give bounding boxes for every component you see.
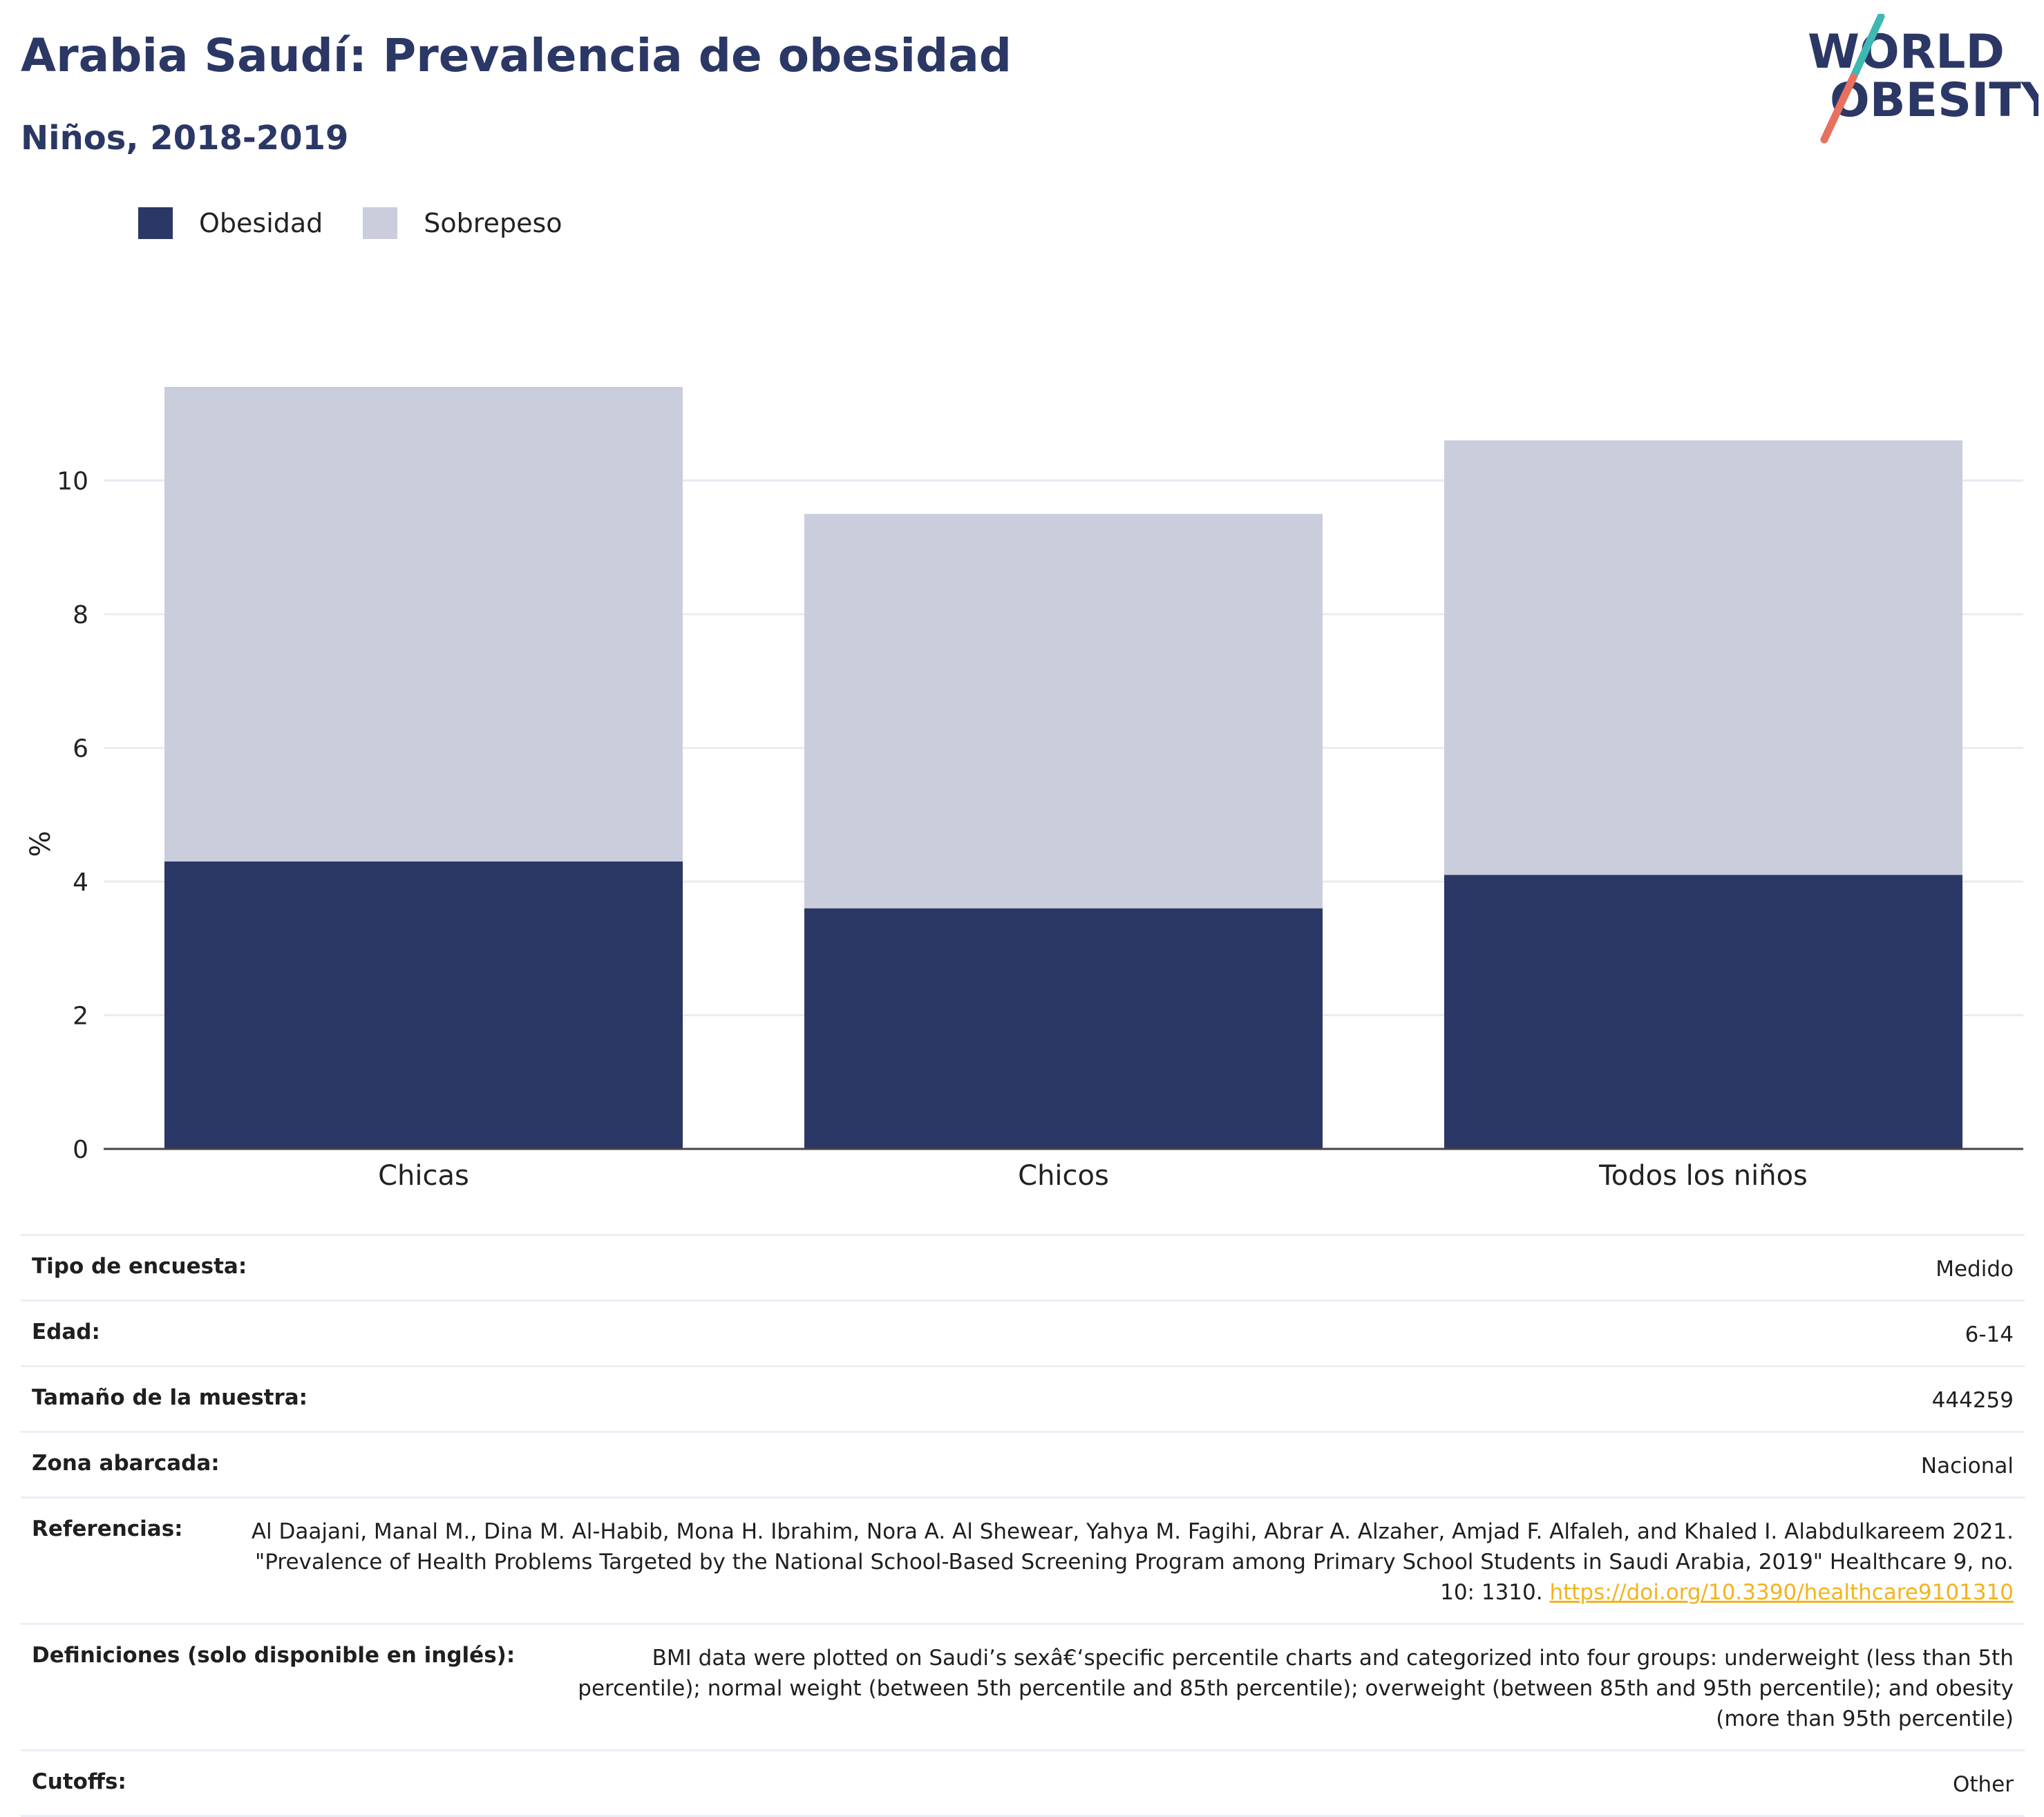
- meta-label: Edad:: [32, 1320, 100, 1344]
- legend-label-obesity: Obesidad: [199, 208, 323, 238]
- meta-value: Al Daajani, Manal M., Dina M. Al-Habib, …: [238, 1516, 2014, 1608]
- legend-swatch-overweight: [363, 207, 398, 239]
- meta-row: Zona abarcada: Nacional: [21, 1431, 2025, 1496]
- meta-label: Cutoffs:: [32, 1769, 126, 1794]
- meta-value: Nacional: [275, 1451, 2014, 1481]
- y-tick-label: 2: [73, 1002, 88, 1030]
- bar-obesity-1: [804, 908, 1323, 1149]
- meta-row: Definiciones (solo disponible en inglés)…: [21, 1623, 2025, 1749]
- meta-row: Edad: 6-14: [21, 1300, 2025, 1365]
- x-tick-label: Todos los niños: [1598, 1160, 1808, 1192]
- meta-label: Referencias:: [32, 1516, 183, 1541]
- meta-value-text: 6-14: [1965, 1322, 2014, 1347]
- y-axis-label: %: [25, 830, 57, 857]
- meta-value: Medido: [302, 1254, 2014, 1284]
- chart-title: Arabia Saudí: Prevalencia de obesidad: [21, 29, 1012, 82]
- meta-row: Referencias: Al Daajani, Manal M., Dina M…: [21, 1496, 2025, 1623]
- logo-text-obesity: OBESITY: [1830, 73, 2038, 128]
- meta-value-text: Medido: [1936, 1257, 2014, 1282]
- bar-overweight-2: [1444, 440, 1963, 875]
- meta-value-text: 444259: [1931, 1388, 2014, 1413]
- bar-obesity-0: [164, 861, 683, 1149]
- bar-overweight-0: [164, 387, 683, 862]
- x-tick-label: Chicas: [378, 1160, 469, 1192]
- y-tick-label: 10: [57, 467, 88, 495]
- logo-text-world: WORLD: [1808, 25, 2005, 79]
- chart-subtitle: Niños, 2018-2019: [21, 119, 349, 158]
- meta-row: Cutoffs: Other: [21, 1749, 2025, 1817]
- meta-label: Tipo de encuesta:: [32, 1254, 247, 1279]
- meta-row: Tamaño de la muestra: 444259: [21, 1365, 2025, 1431]
- meta-value-text: Other: [1952, 1772, 2014, 1797]
- legend-swatch-obesity: [138, 207, 173, 239]
- meta-value: 444259: [363, 1385, 2014, 1416]
- meta-label: Zona abarcada:: [32, 1451, 220, 1476]
- bar-obesity-2: [1444, 875, 1963, 1149]
- world-obesity-logo: WORLD OBESITY: [1808, 14, 2038, 144]
- meta-label: Definiciones (solo disponible en inglés)…: [32, 1643, 515, 1668]
- meta-value-text: BMI data were plotted on Saudi’s sexâ€‘s…: [578, 1646, 2014, 1731]
- survey-details-table: Tipo de encuesta: Medido Edad: 6-14 Tamaño d…: [21, 1234, 2025, 1817]
- legend-item-overweight[interactable]: Sobrepeso: [363, 207, 562, 239]
- meta-value: Other: [182, 1769, 2014, 1800]
- meta-value-text: Nacional: [1920, 1454, 2014, 1478]
- x-tick-label: Chicos: [1018, 1160, 1109, 1192]
- meta-value: 6-14: [155, 1320, 2014, 1350]
- meta-value: BMI data were plotted on Saudi’s sexâ€‘s…: [570, 1643, 2014, 1734]
- bar-overweight-1: [804, 513, 1323, 908]
- y-tick-label: 0: [73, 1136, 88, 1164]
- reference-doi-link[interactable]: https://doi.org/10.3390/healthcare910131…: [1549, 1580, 2014, 1605]
- y-tick-label: 4: [73, 868, 88, 897]
- meta-value-text: Al Daajani, Manal M., Dina M. Al-Habib, …: [251, 1519, 2014, 1605]
- legend-label-overweight: Sobrepeso: [424, 208, 562, 238]
- stacked-bar-chart: 0 2 4 6 8 10% Chicas Chicos Todos los niños: [25, 387, 2023, 1192]
- y-tick-label: 8: [73, 601, 88, 629]
- legend-item-obesity[interactable]: Obesidad: [138, 207, 323, 239]
- y-tick-label: 6: [73, 734, 88, 763]
- meta-row: Tipo de encuesta: Medido: [21, 1234, 2025, 1300]
- chart-legend: Obesidad Sobrepeso: [138, 207, 603, 239]
- meta-label: Tamaño de la muestra:: [32, 1385, 308, 1410]
